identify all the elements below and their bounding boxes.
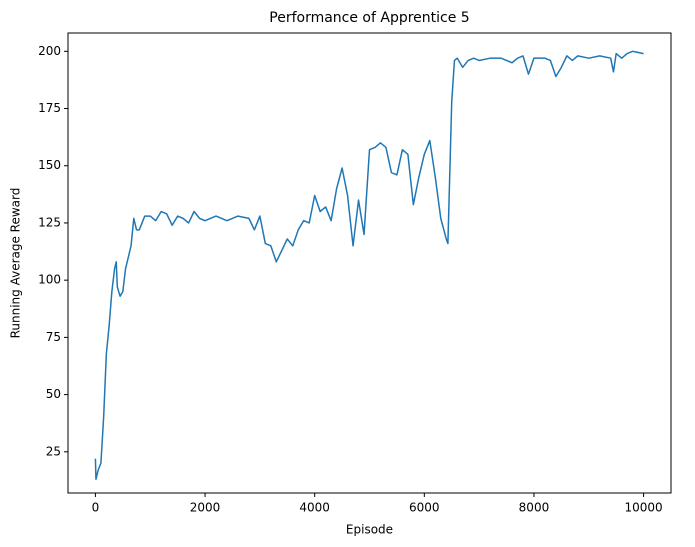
y-tick-label: 25 [46,444,61,458]
chart-title: Performance of Apprentice 5 [269,10,469,26]
y-tick-label: 150 [38,158,61,172]
x-tick-label: 0 [92,501,100,515]
y-tick-label: 200 [38,44,61,58]
x-tick-label: 4000 [299,501,330,515]
y-axis-label: Running Average Reward [9,188,23,339]
data-line [94,50,644,481]
y-tick-label: 175 [38,101,61,115]
x-tick-label: 2000 [190,501,221,515]
y-tick-label: 100 [38,273,61,287]
x-tick-label: 10000 [624,501,662,515]
y-tick-label: 50 [46,387,61,401]
x-tick-label: 8000 [519,501,550,515]
y-tick-label: 75 [46,330,61,344]
x-tick-label: 6000 [409,501,440,515]
y-tick-label: 125 [38,215,61,229]
plot-frame [67,32,672,494]
x-axis-label: Episode [346,523,393,537]
